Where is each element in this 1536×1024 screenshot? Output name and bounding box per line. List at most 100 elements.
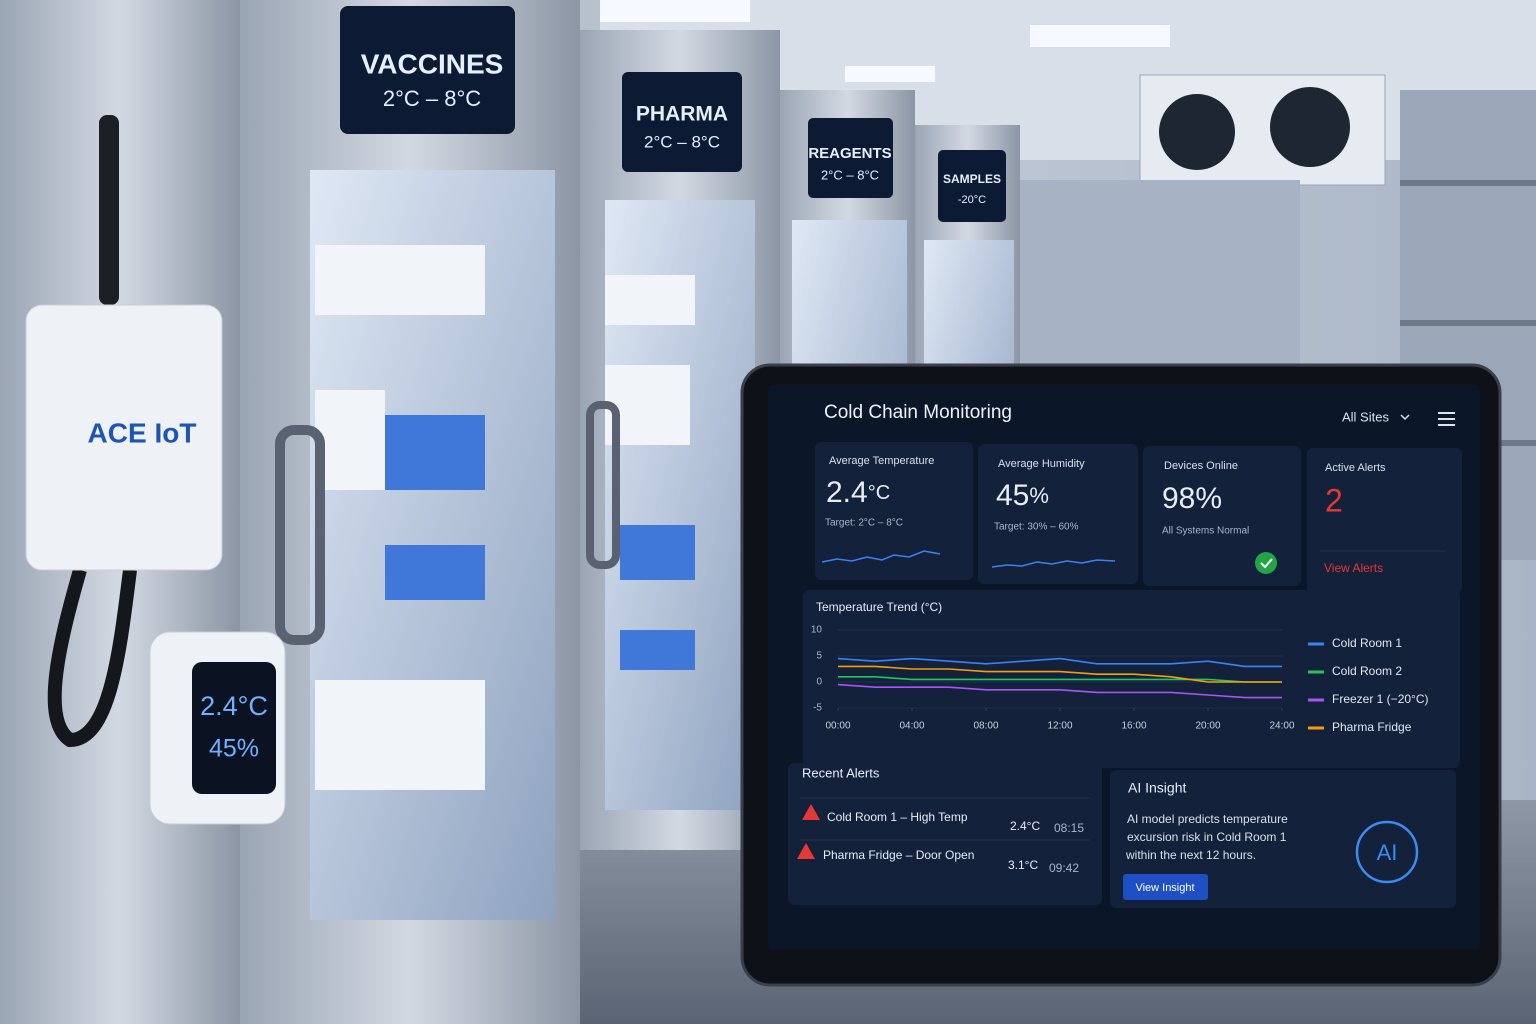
ai-brain-icon bbox=[1355, 820, 1419, 884]
trend-chart: -5 0 5 10 00:00 04:00 08:00 12:00 16:00 20:00 24:0… bbox=[811, 625, 1429, 735]
alerts-title: Recent Alerts bbox=[802, 765, 880, 780]
kpi-value: 98% bbox=[1162, 482, 1222, 515]
warning-icon bbox=[797, 843, 815, 859]
legend-label: Pharma Fridge bbox=[1332, 720, 1412, 734]
kpi-label: Devices Online bbox=[1164, 460, 1238, 472]
kpi-note: All Systems Normal bbox=[1162, 526, 1249, 537]
insight-line: AI model predicts temperature bbox=[1127, 812, 1288, 826]
kpi-card bbox=[1307, 448, 1462, 594]
kpi-label: Average Temperature bbox=[829, 455, 934, 467]
kpi-label: Active Alerts bbox=[1325, 462, 1386, 474]
door-handle bbox=[275, 425, 325, 645]
kpi-unit: % bbox=[1195, 482, 1222, 515]
check bbox=[1260, 558, 1273, 569]
kpi-unit: % bbox=[1029, 483, 1049, 508]
box bbox=[620, 525, 695, 580]
ceiling-light bbox=[600, 0, 750, 22]
kpi-card bbox=[815, 442, 973, 580]
legend-label: Cold Room 1 bbox=[1332, 636, 1402, 650]
sparkline bbox=[991, 559, 1116, 568]
kpi-note: Target: 30% – 60% bbox=[994, 522, 1079, 533]
legend-label: Cold Room 2 bbox=[1332, 664, 1402, 678]
fridge-sign bbox=[622, 72, 742, 172]
button-label[interactable]: View Insight bbox=[1135, 882, 1194, 894]
status-ok-icon bbox=[1255, 552, 1277, 574]
series-line bbox=[838, 676, 1282, 683]
y-tick-label: 0 bbox=[816, 677, 822, 688]
boxes bbox=[385, 415, 695, 670]
box bbox=[315, 245, 485, 315]
site-selector[interactable]: All Sites bbox=[1342, 409, 1389, 424]
chevron[interactable] bbox=[1400, 414, 1410, 421]
sparkline bbox=[821, 550, 941, 563]
series-line bbox=[837, 657, 1282, 668]
ceiling-light bbox=[1030, 25, 1170, 47]
alert-value: 3.1°C bbox=[1008, 858, 1038, 872]
kpi-value: 45% bbox=[996, 479, 1049, 512]
x-tick-label: 08:00 bbox=[973, 721, 998, 732]
x-tick-label: 12:00 bbox=[1047, 721, 1072, 732]
alert-time: 09:42 bbox=[1049, 861, 1079, 875]
box bbox=[605, 275, 695, 325]
ceiling-light bbox=[845, 66, 935, 82]
fridge-sign bbox=[340, 6, 515, 134]
fan bbox=[1159, 94, 1235, 170]
door-handle bbox=[586, 401, 620, 569]
view-alerts-link[interactable]: View Alerts bbox=[1324, 561, 1383, 575]
box bbox=[620, 630, 695, 670]
series-line bbox=[838, 665, 1282, 683]
menu-icon[interactable] bbox=[1438, 412, 1455, 426]
cable bbox=[47, 568, 137, 748]
ai-icon-label: AI bbox=[1377, 840, 1398, 865]
alert-text: Cold Room 1 – High Temp bbox=[827, 810, 968, 824]
gateway-brand: ACE IoT bbox=[88, 417, 197, 448]
box bbox=[385, 415, 485, 490]
fridge-range: -20°C bbox=[958, 194, 986, 206]
y-tick-label: 5 bbox=[816, 651, 822, 662]
kpi-number: 45 bbox=[996, 479, 1029, 512]
sensor-temperature: 2.4°C bbox=[200, 691, 268, 721]
alert-value: 2.4°C bbox=[1010, 819, 1040, 833]
x-tick-label: 16:00 bbox=[1121, 721, 1146, 732]
legend-label: Freezer 1 (−20°C) bbox=[1332, 692, 1429, 706]
fridge-sign bbox=[938, 150, 1006, 222]
kpi-label: Average Humidity bbox=[998, 458, 1085, 470]
x-tick-label: 20:00 bbox=[1195, 721, 1220, 732]
x-tick-label: 24:00 bbox=[1269, 721, 1294, 732]
boxes bbox=[315, 245, 695, 790]
fridge-name: SAMPLES bbox=[943, 172, 1001, 186]
kpi-cards bbox=[815, 442, 1462, 594]
gateway bbox=[25, 304, 223, 571]
kpi-value: 2.4°C bbox=[826, 476, 890, 509]
fridge-name: PHARMA bbox=[636, 103, 728, 126]
kpi-value: 2 bbox=[1325, 482, 1343, 518]
box bbox=[385, 545, 485, 600]
fridge-range: 2°C – 8°C bbox=[821, 167, 879, 182]
shelf bbox=[1400, 320, 1536, 326]
fridge-name: VACCINES bbox=[361, 48, 504, 79]
fridge-name: REAGENTS bbox=[808, 145, 891, 162]
y-tick-label: 10 bbox=[811, 625, 823, 636]
insight-line: within the next 12 hours. bbox=[1125, 848, 1256, 862]
warning-icon bbox=[802, 804, 820, 820]
antenna bbox=[99, 115, 119, 305]
x-tick-label: 04:00 bbox=[899, 721, 924, 732]
box bbox=[315, 680, 485, 790]
box bbox=[315, 390, 385, 490]
y-tick-label: -5 bbox=[813, 703, 822, 714]
fridge-sign bbox=[808, 118, 893, 198]
fridge-range: 2°C – 8°C bbox=[383, 86, 481, 111]
kpi-unit: °C bbox=[868, 482, 890, 504]
kpi-note: Target: 2°C – 8°C bbox=[825, 518, 903, 529]
insight-title: AI Insight bbox=[1128, 780, 1186, 796]
fan bbox=[1270, 87, 1350, 167]
insight-panel bbox=[1110, 770, 1456, 908]
shelving bbox=[1020, 180, 1300, 370]
kpi-number: 2.4 bbox=[826, 476, 868, 509]
kpi-card bbox=[978, 444, 1138, 584]
dashboard-title: Cold Chain Monitoring bbox=[824, 402, 1012, 423]
trend-title: Temperature Trend (°C) bbox=[816, 600, 942, 614]
view-insight-button[interactable] bbox=[1123, 874, 1208, 900]
